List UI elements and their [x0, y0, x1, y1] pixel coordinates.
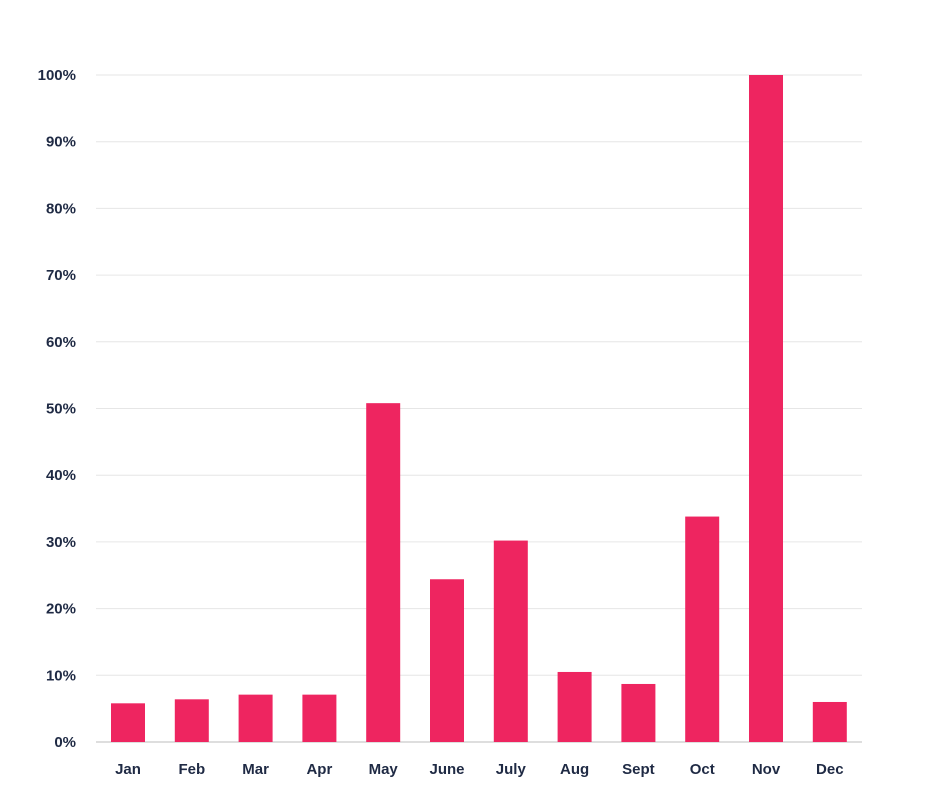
y-tick-label: 90%	[46, 134, 76, 151]
x-tick-label-mar: Mar	[242, 761, 269, 778]
y-tick-label: 50%	[46, 401, 76, 418]
y-tick-label: 20%	[46, 601, 76, 618]
x-tick-label-aug: Aug	[560, 761, 589, 778]
y-tick-label: 80%	[46, 200, 76, 217]
y-tick-label: 60%	[46, 334, 76, 351]
bar-dec	[812, 701, 847, 742]
y-axis-tick-labels: 0% 10% 20% 30% 40% 50% 60% 70% 80% 90% 100%	[38, 67, 76, 751]
x-axis-tick-labels: Jan Feb Mar Apr May June July Aug Sept Oct Nov Dec	[115, 761, 843, 778]
x-tick-label-june: June	[429, 761, 464, 778]
bar-may	[366, 403, 401, 742]
bar-sept	[621, 683, 656, 742]
bar-june	[430, 579, 464, 742]
gridlines	[96, 74, 862, 743]
bar-nov	[749, 75, 783, 742]
bar-oct	[685, 516, 720, 742]
bars	[111, 75, 847, 742]
y-tick-label: 100%	[38, 67, 76, 84]
bar-mar	[238, 694, 273, 742]
bar-feb	[174, 699, 209, 742]
bar-july	[493, 540, 528, 742]
bar-jan	[111, 703, 145, 742]
x-tick-label-jan: Jan	[115, 761, 141, 778]
x-tick-label-july: July	[496, 761, 527, 778]
y-tick-label: 70%	[46, 267, 76, 284]
x-tick-label-sept: Sept	[622, 761, 655, 778]
y-tick-label: 30%	[46, 534, 76, 551]
x-tick-label-apr: Apr	[306, 761, 332, 778]
x-tick-label-may: May	[369, 761, 399, 778]
bar-apr	[302, 694, 337, 742]
y-tick-label: 40%	[46, 467, 76, 484]
y-tick-label: 0%	[54, 734, 76, 751]
x-tick-label-nov: Nov	[752, 761, 781, 778]
x-tick-label-dec: Dec	[816, 761, 844, 778]
bar-aug	[557, 671, 592, 742]
y-tick-label: 10%	[46, 667, 76, 684]
x-tick-label-oct: Oct	[690, 761, 715, 778]
x-tick-label-feb: Feb	[178, 761, 205, 778]
